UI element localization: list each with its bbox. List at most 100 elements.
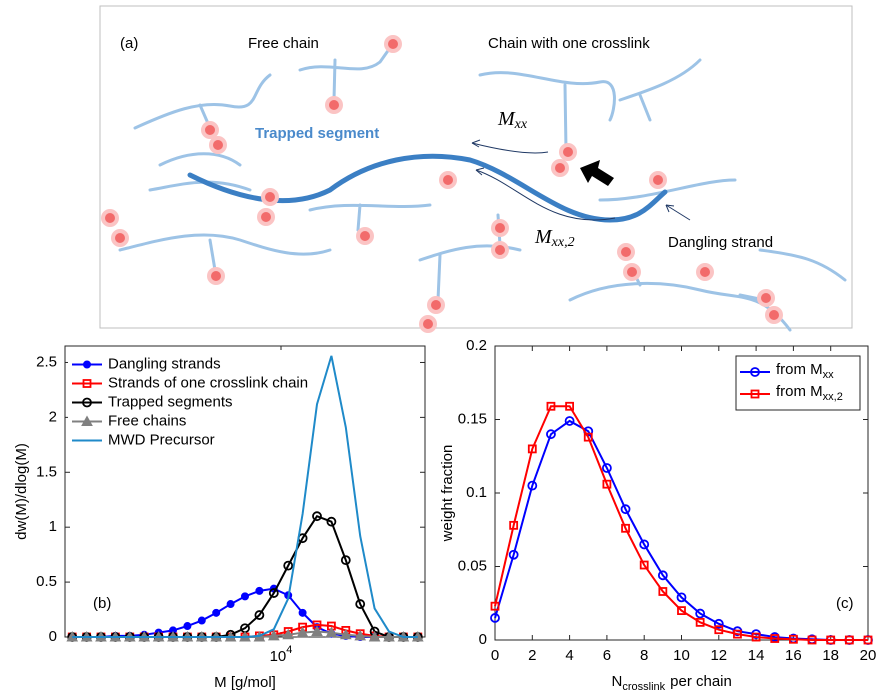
- y-tick-label: 1.5: [36, 463, 57, 480]
- marker: [312, 511, 322, 522]
- legend-label: Strands of one crosslink chain: [108, 374, 308, 391]
- y-tick-label: 0.5: [36, 573, 57, 590]
- marker: [490, 601, 500, 611]
- y-axis-label: weight fraction: [439, 445, 456, 543]
- marker: [339, 628, 352, 640]
- x-tick-label: 8: [640, 647, 648, 664]
- marker: [602, 479, 612, 489]
- marker: [283, 560, 294, 571]
- marker: [255, 586, 264, 595]
- marker: [695, 608, 706, 619]
- marker: [240, 592, 249, 601]
- marker: [326, 516, 337, 527]
- marker: [807, 635, 817, 645]
- legend-box: [735, 355, 861, 411]
- marker: [508, 549, 519, 560]
- y-tick-label: 0.05: [458, 557, 487, 574]
- chart: 0 0.05 0.1 0.15 0.2 0 2 4 6 8 10 12 14 16 18 20 Ncrossli…: [439, 337, 876, 693]
- x-tick-label: 14: [748, 647, 765, 664]
- y-tick-label: 1: [49, 518, 57, 535]
- marker: [268, 588, 279, 598]
- mxx-sub: xx: [514, 117, 528, 132]
- x-axis-label: Ncrosslink per chain: [612, 673, 732, 693]
- crosslink-chain-label: Chain with one crosslink: [488, 35, 650, 52]
- x-tick-label: 18: [822, 647, 839, 664]
- panel-label: (b): [93, 595, 111, 612]
- legend-label-main: from M: [776, 383, 823, 400]
- marker: [509, 520, 519, 530]
- marker: [282, 628, 295, 640]
- marker: [311, 625, 323, 637]
- x-tick-label: 104: [270, 644, 293, 665]
- marker: [863, 635, 873, 645]
- panel-label: (c): [836, 595, 854, 612]
- x-tick-label: 12: [710, 647, 727, 664]
- x-tick-label: 16: [785, 647, 802, 664]
- marker: [657, 570, 668, 581]
- marker: [751, 632, 761, 642]
- x-axis-label-rest: per chain: [670, 673, 732, 690]
- y-axis-label: dw(M)/dlog(M): [13, 443, 30, 540]
- marker: [325, 626, 338, 638]
- legend-label: from Mxx: [776, 361, 834, 381]
- legend-label: from Mxx,2: [776, 383, 843, 403]
- legend-label-sub: xx: [823, 369, 835, 381]
- x-tick-label: 20: [860, 647, 877, 664]
- marker: [355, 599, 366, 609]
- marker: [639, 560, 649, 570]
- marker: [677, 606, 686, 615]
- marker: [83, 360, 91, 369]
- x-tick-exponent: 4: [286, 644, 292, 656]
- marker: [565, 401, 574, 411]
- marker: [490, 613, 500, 623]
- mxx-label: Mxx: [497, 108, 528, 133]
- mxx2-main: M: [534, 226, 553, 248]
- marker: [826, 635, 836, 645]
- diagram: (a) Free chain Chain with one crosslink …: [99, 5, 853, 333]
- y-tick-label: 0: [49, 628, 57, 645]
- marker: [383, 630, 395, 642]
- x-tick-base: 10: [270, 648, 287, 665]
- x-axis-label-main: N: [612, 673, 623, 690]
- marker: [713, 618, 724, 629]
- x-tick-label: 10: [673, 647, 690, 664]
- x-axis-label-sub: crosslink: [622, 681, 665, 693]
- marker: [82, 397, 92, 408]
- legend-label-main: from M: [776, 361, 823, 378]
- legend-label: Free chains: [108, 412, 186, 429]
- marker: [770, 634, 780, 643]
- y-tick-label: 0.15: [458, 410, 487, 427]
- marker: [733, 629, 742, 639]
- marker: [267, 629, 280, 641]
- crosslinks: [101, 35, 783, 333]
- legend-label: Dangling strands: [108, 355, 221, 372]
- y-tick-label: 0.2: [466, 337, 487, 354]
- marker: [81, 415, 93, 426]
- mxx2-sub: xx,2: [551, 235, 575, 250]
- marker: [82, 379, 92, 388]
- arrows: [471, 139, 691, 221]
- marker: [844, 635, 854, 645]
- marker: [750, 367, 760, 377]
- y-tick-label: 2: [49, 408, 57, 425]
- x-axis-label: M [g/mol]: [214, 674, 276, 691]
- marker: [639, 539, 650, 550]
- series-line: [72, 355, 418, 638]
- marker: [658, 587, 668, 596]
- marker: [546, 429, 556, 440]
- marker: [226, 600, 235, 609]
- marker: [602, 463, 612, 473]
- marker: [714, 625, 724, 635]
- marker: [789, 634, 798, 644]
- marker: [564, 416, 575, 426]
- marker: [695, 617, 705, 627]
- marker: [368, 630, 381, 642]
- chart: 0 0.5 1 1.5 2 2.5 104 M [g/mol] dw(M)/dlog(M) (b)…: [13, 345, 426, 691]
- marker: [296, 626, 309, 638]
- x-tick-label: 0: [491, 647, 499, 664]
- marker: [197, 616, 206, 625]
- marker: [212, 608, 221, 617]
- marker: [298, 608, 307, 617]
